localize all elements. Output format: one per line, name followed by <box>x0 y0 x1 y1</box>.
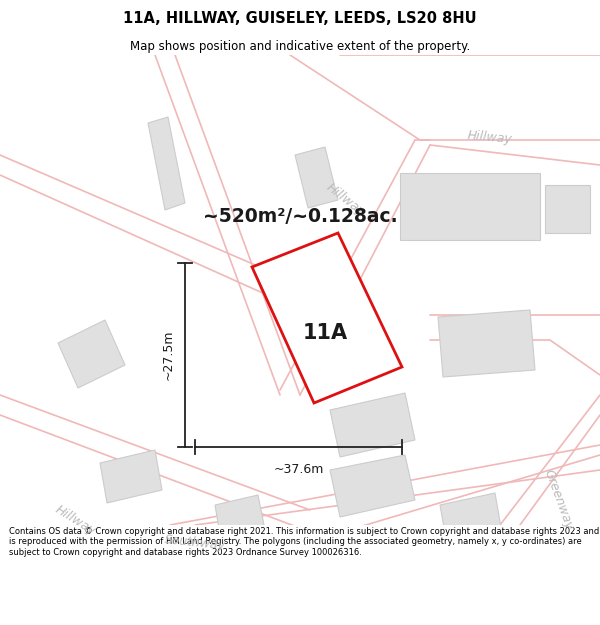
Polygon shape <box>400 173 540 240</box>
Polygon shape <box>252 233 402 403</box>
Text: Hillway: Hillway <box>323 181 367 219</box>
Polygon shape <box>148 117 185 210</box>
Polygon shape <box>545 185 590 233</box>
Text: 11A, HILLWAY, GUISELEY, LEEDS, LS20 8HU: 11A, HILLWAY, GUISELEY, LEEDS, LS20 8HU <box>123 11 477 26</box>
Polygon shape <box>100 450 162 503</box>
Text: Contains OS data © Crown copyright and database right 2021. This information is : Contains OS data © Crown copyright and d… <box>9 527 599 557</box>
Text: Southway: Southway <box>164 533 226 552</box>
Text: Hillway: Hillway <box>52 503 98 538</box>
Text: ~37.6m: ~37.6m <box>274 463 323 476</box>
Text: ~27.5m: ~27.5m <box>162 330 175 380</box>
Polygon shape <box>58 320 125 388</box>
Text: 11A: 11A <box>302 323 347 343</box>
Text: Hillway: Hillway <box>467 129 513 146</box>
Text: Greenway: Greenway <box>541 468 575 532</box>
Polygon shape <box>438 310 535 377</box>
Polygon shape <box>330 455 415 517</box>
Polygon shape <box>295 147 338 208</box>
Polygon shape <box>215 495 264 535</box>
Text: Map shows position and indicative extent of the property.: Map shows position and indicative extent… <box>130 39 470 52</box>
Text: ~520m²/~0.128ac.: ~520m²/~0.128ac. <box>203 208 397 226</box>
Polygon shape <box>440 493 502 545</box>
Polygon shape <box>330 393 415 457</box>
